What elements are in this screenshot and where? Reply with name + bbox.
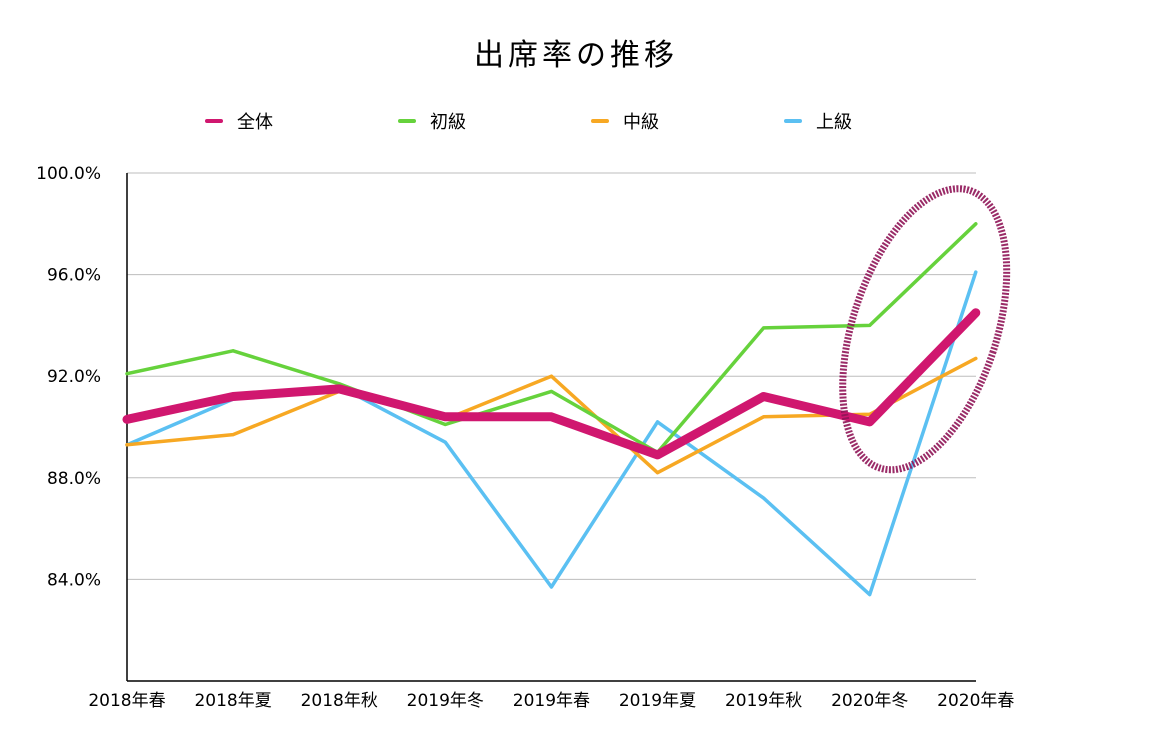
series-3-point-8 [974, 270, 978, 274]
series-2-point-8 [974, 356, 978, 360]
x-tick-label-0: 2018年春 [88, 691, 165, 711]
series-0-point-4 [547, 412, 556, 421]
y-tick-label-0: 84.0% [47, 570, 101, 590]
x-tick-label-7: 2020年冬 [831, 691, 908, 711]
series-0-point-7 [865, 417, 874, 426]
x-tick-label-5: 2019年夏 [619, 691, 696, 711]
x-tick-label-4: 2019年春 [513, 691, 590, 711]
series-0-point-3 [441, 412, 450, 421]
legend-label-3: 上級 [816, 112, 852, 133]
legend-swatch-1 [398, 119, 416, 123]
series-3-point-3 [443, 440, 447, 444]
legend-label-2: 中級 [623, 112, 659, 133]
series-0-point-8 [971, 308, 980, 317]
series-0-point-6 [759, 392, 768, 401]
series-3-point-7 [868, 593, 872, 597]
series-1-point-3 [443, 422, 447, 426]
legend-item-2: 中級 [591, 106, 659, 136]
legend-swatch-2 [591, 119, 609, 123]
series-0-point-1 [229, 392, 238, 401]
x-tick-label-6: 2019年秋 [725, 691, 802, 711]
series-0-point-0 [123, 415, 131, 424]
legend-item-1: 初級 [398, 106, 466, 136]
series-0-point-5 [653, 450, 662, 459]
annotation-ellipse [839, 185, 1011, 474]
y-tick-label-4: 100.0% [36, 164, 101, 184]
x-tick-label-3: 2019年冬 [407, 691, 484, 711]
series-1-point-6 [762, 326, 766, 330]
series-1-point-0 [125, 372, 129, 376]
series-2-point-5 [656, 471, 659, 475]
series-2-point-1 [231, 433, 235, 437]
series-1-point-1 [231, 349, 235, 353]
y-tick-label-2: 92.0% [47, 367, 101, 387]
series-3-point-6 [762, 496, 766, 500]
series-2-point-0 [125, 443, 129, 447]
legend-swatch-3 [784, 119, 802, 123]
legend-label-1: 初級 [430, 112, 466, 133]
y-tick-label-1: 88.0% [47, 469, 101, 489]
x-tick-label-2: 2018年秋 [301, 691, 378, 711]
series-3-point-5 [656, 420, 659, 424]
series-1-point-7 [868, 323, 872, 327]
x-tick-label-8: 2020年春 [937, 691, 1014, 711]
legend-swatch-0 [205, 119, 223, 123]
chart-title: 出席率の推移 [474, 38, 678, 73]
y-tick-label-3: 96.0% [47, 266, 101, 286]
series-3-point-4 [549, 585, 553, 589]
series-line-3 [125, 270, 978, 597]
legend: 全体 初級 中級 上級 [0, 106, 1152, 136]
legend-label-0: 全体 [237, 112, 273, 133]
x-tick-label-1: 2018年夏 [194, 691, 271, 711]
series-1-point-8 [974, 222, 978, 226]
series-1-point-4 [549, 389, 553, 393]
legend-item-3: 上級 [784, 106, 852, 136]
series-2-point-6 [762, 415, 766, 419]
series-2-point-4 [549, 374, 553, 378]
series-0-point-2 [335, 384, 344, 393]
legend-item-0: 全体 [205, 106, 273, 136]
